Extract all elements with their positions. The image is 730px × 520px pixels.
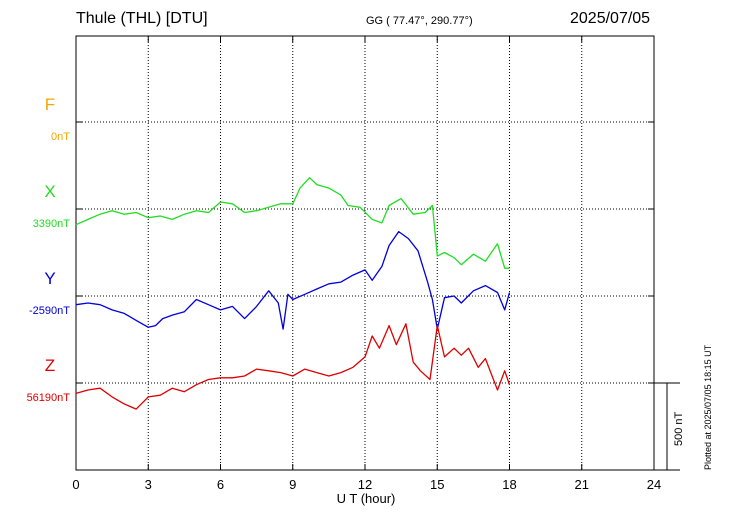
series-z-line [75, 323, 511, 410]
grid-layer [76, 36, 654, 470]
channel-z-baseline: 56190nT [27, 392, 71, 404]
x-tick-label: 9 [289, 477, 296, 492]
x-tick-label: 21 [575, 477, 589, 492]
channel-y-baseline: -2590nT [29, 305, 70, 317]
x-tick-label: 3 [145, 477, 152, 492]
x-tick-label: 0 [72, 477, 79, 492]
date-label: 2025/07/05 [570, 10, 651, 27]
channel-labels: F 0nT X 3390nT Y -2590nT Z 56190nT [27, 95, 71, 404]
scale-bar [654, 382, 680, 471]
series-x-line [75, 177, 510, 269]
series-y-line [75, 230, 511, 330]
station-title: Thule (THL) [DTU] [76, 10, 208, 27]
x-tick-label: 12 [358, 477, 372, 492]
x-tick-label: 6 [217, 477, 224, 492]
scale-bar-label: 500 nT [673, 411, 685, 446]
x-tick-label: 15 [430, 477, 444, 492]
x-tick-label: 24 [647, 477, 661, 492]
x-ticks: 0 3 6 9 12 15 18 21 24 [72, 36, 661, 492]
channel-z-name: Z [45, 356, 55, 375]
channel-x-baseline: 3390nT [33, 218, 71, 230]
plotted-at-note: Plotted at 2025/07/05 18:15 UT [703, 344, 713, 470]
x-axis-label: U T (hour) [337, 491, 396, 506]
channel-f-name: F [45, 95, 55, 114]
channel-x-name: X [44, 182, 55, 201]
channel-f-baseline: 0nT [51, 131, 70, 143]
x-tick-label: 18 [502, 477, 516, 492]
coordinates: GG ( 77.47°, 290.77°) [366, 15, 473, 27]
channel-y-name: Y [44, 269, 55, 288]
series-lines [75, 177, 511, 410]
